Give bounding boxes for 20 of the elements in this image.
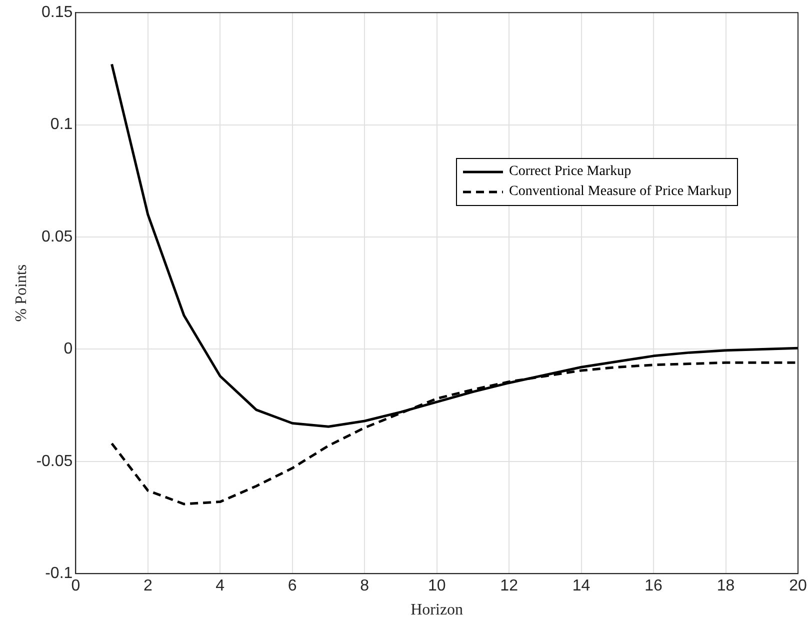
x-tick-label: 20 bbox=[789, 578, 807, 595]
y-tick-label: 0.15 bbox=[42, 4, 73, 22]
legend-label: Conventional Measure of Price Markup bbox=[509, 184, 732, 200]
y-tick-label: 0.05 bbox=[42, 228, 73, 246]
x-tick-label: 4 bbox=[216, 578, 225, 595]
x-tick-label: 16 bbox=[644, 578, 663, 595]
y-tick-label: -0.1 bbox=[45, 565, 73, 582]
x-axis-title: Horizon bbox=[410, 602, 464, 619]
x-tick-label: 14 bbox=[572, 578, 590, 595]
x-tick-label: 12 bbox=[500, 578, 518, 595]
x-tick-label: 8 bbox=[360, 578, 370, 595]
y-tick-label: -0.05 bbox=[36, 452, 73, 470]
x-tick-label: 18 bbox=[716, 578, 735, 595]
y-tick-label: 0.1 bbox=[50, 116, 73, 134]
x-tick-label: 10 bbox=[428, 578, 446, 595]
x-tick-label: 6 bbox=[288, 578, 297, 595]
y-tick-label: 0 bbox=[64, 340, 73, 358]
x-tick-label: 2 bbox=[143, 578, 152, 595]
legend-label: Correct Price Markup bbox=[509, 164, 632, 180]
y-axis-title: % Points bbox=[12, 264, 30, 322]
